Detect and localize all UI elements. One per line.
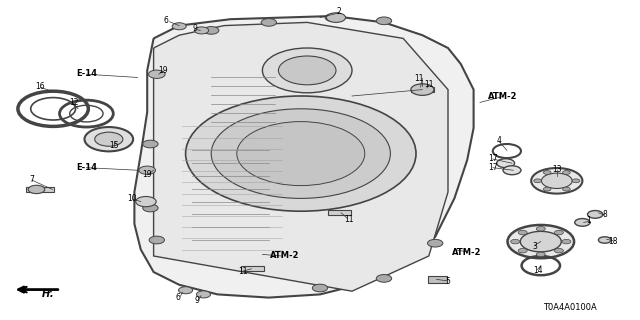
Circle shape [575, 219, 590, 226]
Circle shape [28, 185, 45, 194]
Circle shape [598, 237, 611, 243]
Text: 18: 18 [609, 237, 618, 246]
Circle shape [376, 17, 392, 25]
Circle shape [204, 27, 219, 34]
Text: 17: 17 [488, 163, 498, 172]
Circle shape [139, 166, 156, 174]
Text: 6: 6 [175, 293, 180, 302]
Text: 5: 5 [445, 277, 451, 286]
Circle shape [179, 287, 193, 294]
Text: 15: 15 [109, 141, 119, 150]
Text: 2: 2 [337, 7, 342, 16]
Circle shape [497, 159, 515, 168]
Circle shape [172, 23, 186, 30]
Text: Fr.: Fr. [42, 289, 54, 299]
PathPatch shape [134, 16, 474, 298]
Text: 10: 10 [127, 194, 138, 203]
Circle shape [325, 14, 340, 21]
Text: 6: 6 [164, 16, 169, 25]
Circle shape [534, 179, 541, 183]
Text: 11: 11 [344, 215, 353, 224]
Circle shape [503, 166, 521, 175]
Bar [428, 276, 447, 283]
Text: 12: 12 [69, 98, 78, 107]
Text: 7: 7 [29, 175, 35, 184]
Bar [26, 187, 54, 192]
Circle shape [428, 239, 443, 247]
Text: ATM-2: ATM-2 [452, 248, 482, 257]
Circle shape [588, 211, 603, 218]
Circle shape [326, 13, 346, 22]
Circle shape [541, 173, 572, 188]
Circle shape [143, 140, 158, 148]
Text: 9: 9 [195, 296, 200, 305]
Circle shape [563, 187, 570, 191]
Circle shape [312, 284, 328, 292]
Text: 1: 1 [586, 216, 591, 225]
Circle shape [572, 179, 580, 183]
Circle shape [543, 171, 551, 174]
Circle shape [195, 27, 209, 34]
Text: 13: 13 [552, 165, 562, 174]
Circle shape [518, 230, 527, 235]
Text: 14: 14 [532, 266, 543, 275]
Circle shape [563, 171, 570, 174]
Text: E-14: E-14 [76, 69, 97, 78]
Text: T0A4A0100A: T0A4A0100A [543, 303, 596, 312]
Circle shape [508, 225, 574, 258]
Circle shape [554, 230, 563, 235]
Circle shape [518, 248, 527, 253]
Text: 3: 3 [532, 242, 537, 251]
Circle shape [531, 168, 582, 194]
Text: 4: 4 [497, 136, 502, 145]
Circle shape [554, 248, 563, 253]
Text: 8: 8 [602, 210, 607, 219]
Circle shape [278, 56, 336, 85]
Bar [328, 210, 351, 215]
Circle shape [211, 109, 390, 198]
Text: 19: 19 [142, 170, 152, 179]
Text: ATM-2: ATM-2 [270, 252, 300, 260]
Circle shape [186, 96, 416, 211]
Circle shape [84, 127, 133, 151]
Circle shape [543, 187, 551, 191]
Circle shape [511, 239, 520, 244]
Text: 11: 11 [424, 80, 433, 89]
Bar [411, 87, 434, 92]
Circle shape [262, 48, 352, 93]
Circle shape [148, 70, 165, 78]
Circle shape [149, 236, 164, 244]
Circle shape [95, 132, 123, 146]
Text: 16: 16 [35, 82, 45, 91]
Bar [241, 266, 264, 271]
Circle shape [196, 291, 211, 298]
Text: 11: 11 [239, 268, 248, 276]
Text: 9: 9 [193, 24, 198, 33]
Text: 19: 19 [158, 66, 168, 75]
Circle shape [562, 239, 571, 244]
Circle shape [261, 19, 276, 26]
Text: ATM-2: ATM-2 [488, 92, 517, 100]
Text: 17: 17 [488, 154, 498, 163]
Circle shape [536, 252, 545, 257]
Circle shape [376, 275, 392, 282]
Circle shape [411, 84, 434, 95]
Text: E-14: E-14 [76, 163, 97, 172]
Text: 11: 11 [415, 74, 424, 83]
Circle shape [136, 196, 156, 207]
Circle shape [143, 204, 158, 212]
Circle shape [520, 231, 561, 252]
Circle shape [536, 227, 545, 231]
PathPatch shape [154, 22, 448, 291]
Circle shape [237, 122, 365, 186]
